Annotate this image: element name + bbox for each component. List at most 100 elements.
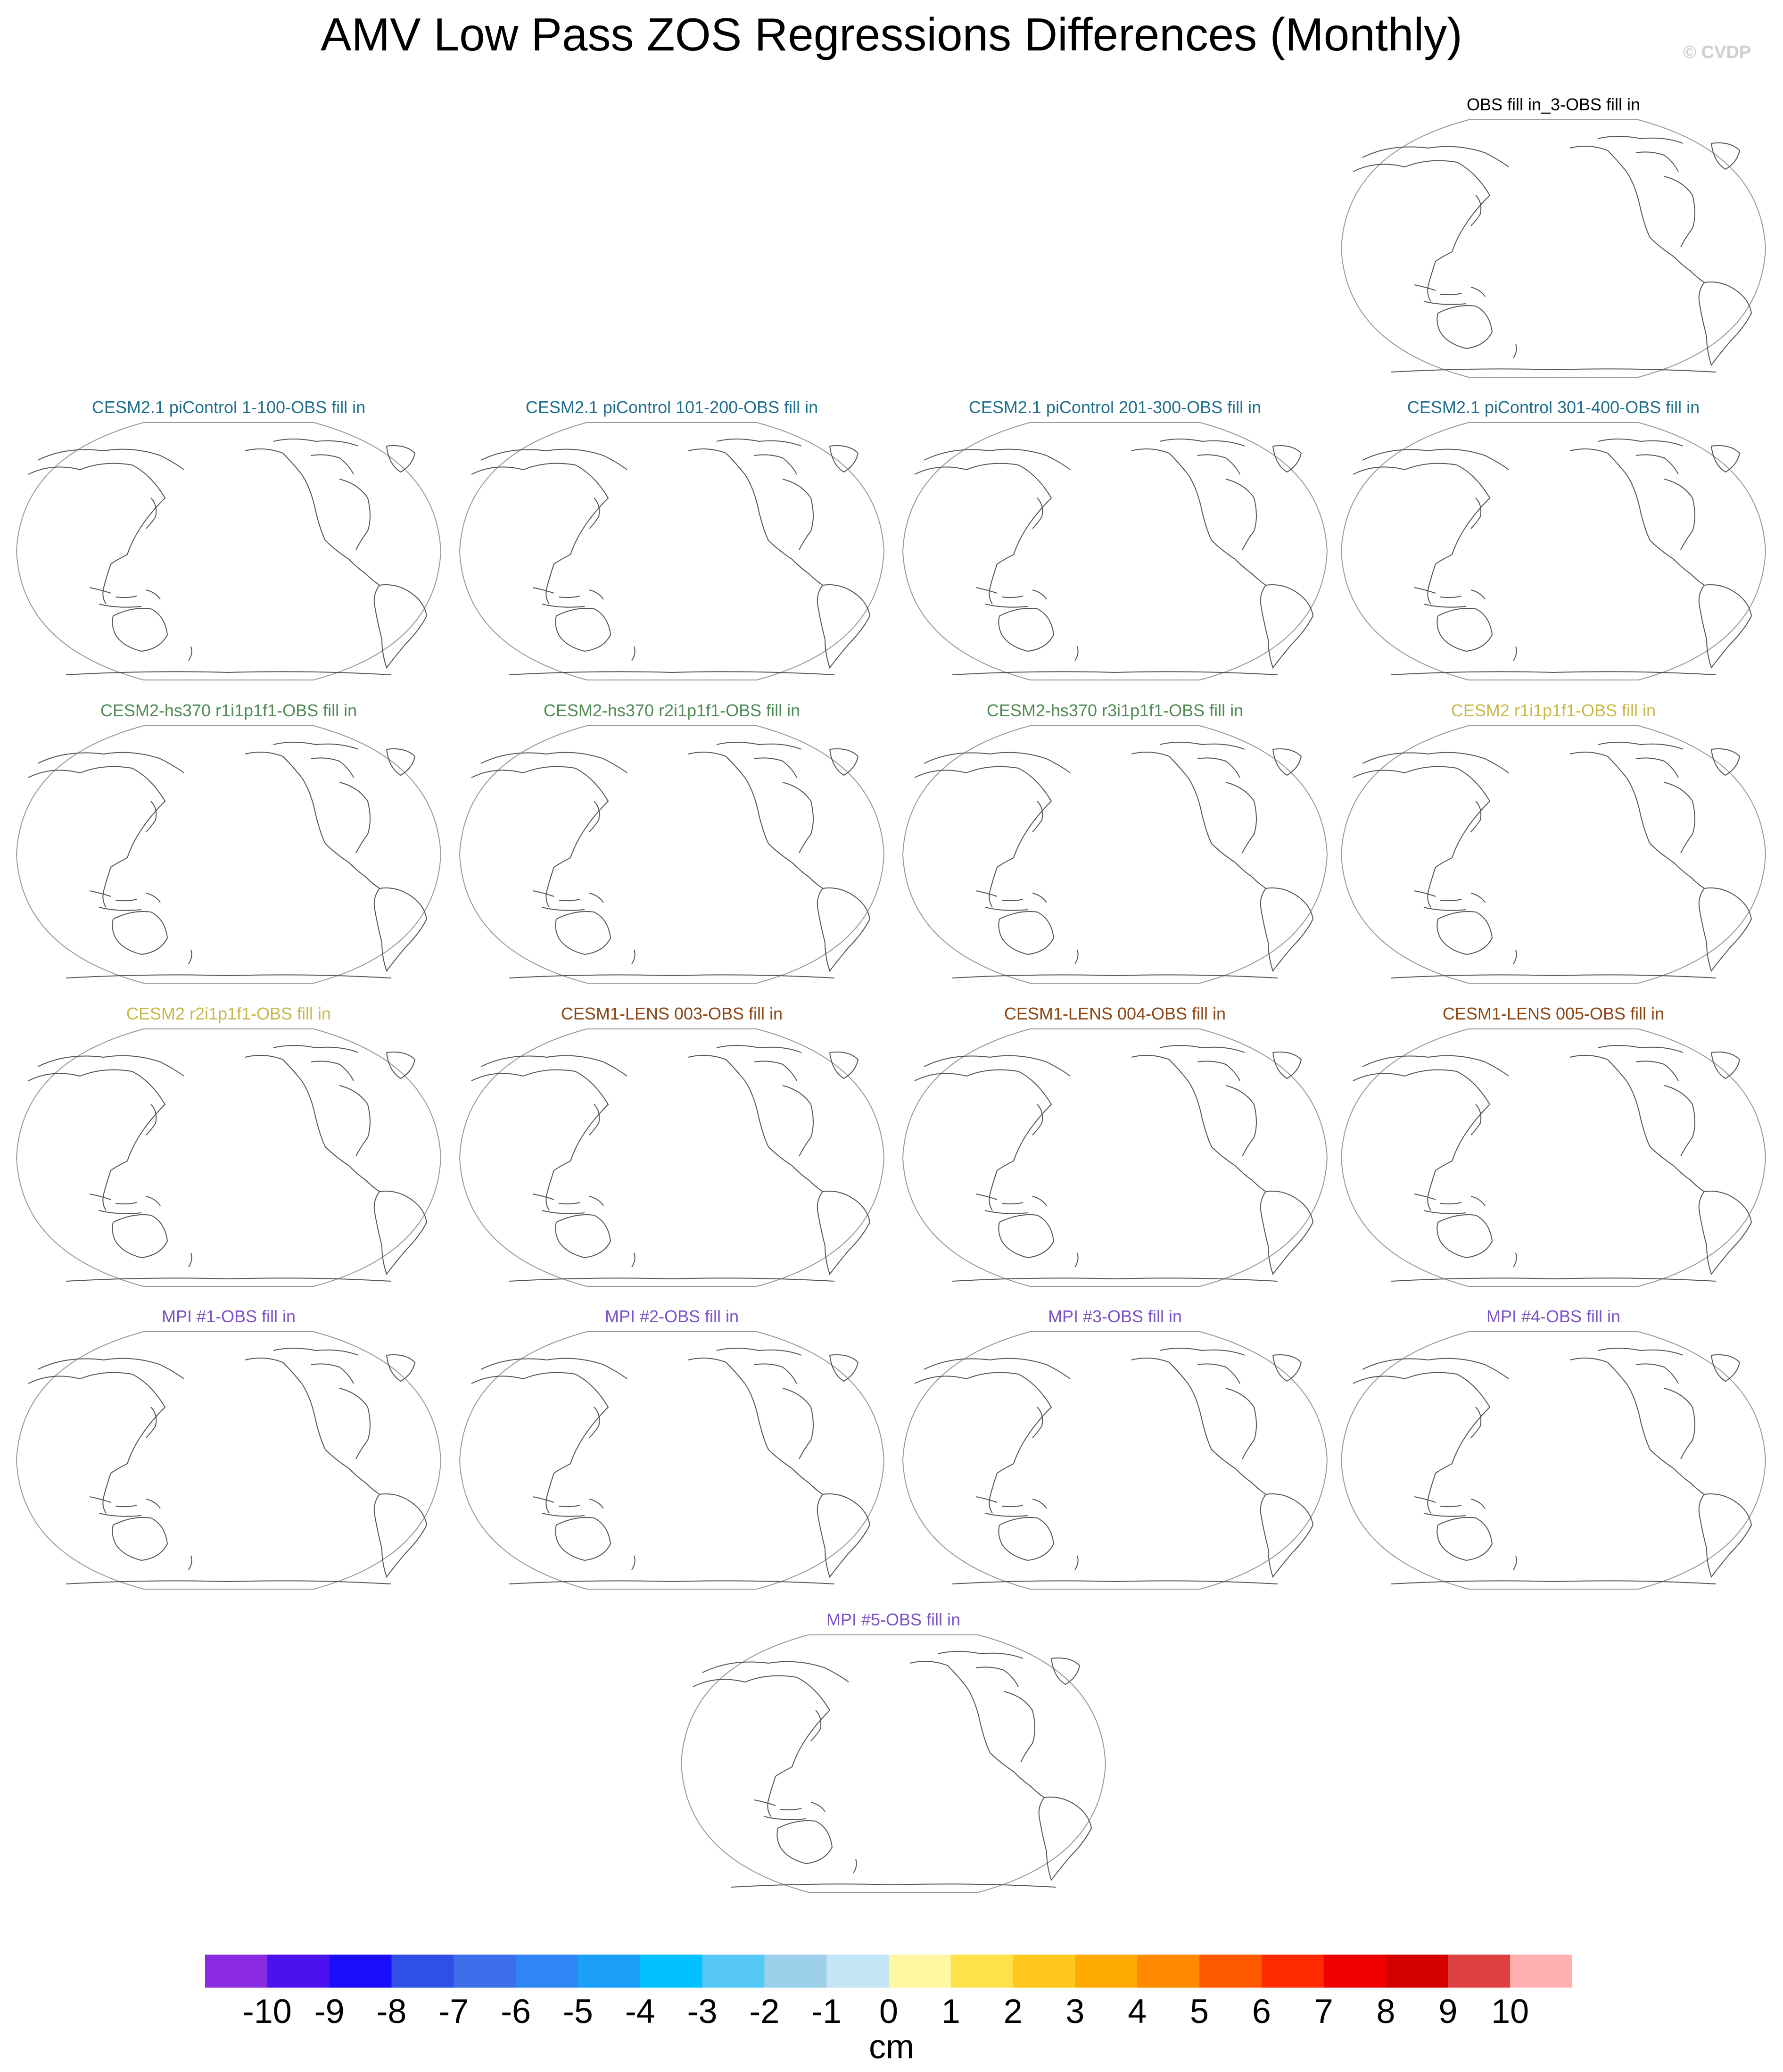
world-map-icon — [16, 422, 442, 680]
panel-title: MPI #1-OBS fill in — [161, 1307, 296, 1326]
colorbar-swatch — [454, 1955, 516, 1988]
colorbar-tick-label: 5 — [1190, 1993, 1209, 2031]
colorbar-tick-label: -6 — [501, 1993, 531, 2031]
panel-title: MPI #5-OBS fill in — [826, 1610, 961, 1629]
panel-title: MPI #4-OBS fill in — [1486, 1307, 1621, 1326]
colorbar-tick-label: -9 — [314, 1993, 345, 2031]
world-map-icon — [459, 1028, 885, 1287]
map-panel: CESM2 r2i1p1f1-OBS fill in — [9, 1003, 448, 1291]
panel-title: CESM1-LENS 004-OBS fill in — [1004, 1004, 1226, 1023]
colorbar-swatch — [516, 1955, 578, 1988]
world-map-icon — [1340, 119, 1766, 378]
map-panel: CESM1-LENS 004-OBS fill in — [896, 1003, 1334, 1291]
colorbar-tick-label: 6 — [1252, 1993, 1271, 2031]
colorbar-swatch — [950, 1955, 1014, 1988]
figure-title: AMV Low Pass ZOS Regressions Differences… — [321, 8, 1462, 60]
colorbar-tick-label: 2 — [1003, 1993, 1023, 2031]
colorbar-tick-label: 0 — [879, 1993, 899, 2031]
world-map-icon — [459, 725, 885, 984]
panel-title: CESM1-LENS 005-OBS fill in — [1442, 1004, 1665, 1023]
map-panel: CESM2-hs370 r2i1p1f1-OBS fill in — [453, 700, 891, 988]
colorbar-tick-label: -1 — [811, 1993, 842, 2031]
colorbar-tick-label: 1 — [941, 1993, 960, 2031]
map-panel: MPI #4-OBS fill in — [1334, 1306, 1773, 1594]
map-panel: CESM2-hs370 r1i1p1f1-OBS fill in — [9, 700, 448, 988]
colorbar-units: cm — [869, 2028, 914, 2066]
colorbar-tick-label: -10 — [242, 1993, 292, 2031]
panel-title: CESM2-hs370 r2i1p1f1-OBS fill in — [543, 701, 801, 720]
map-panel: MPI #1-OBS fill in — [9, 1306, 448, 1594]
panel-title: CESM2-hs370 r3i1p1f1-OBS fill in — [986, 701, 1244, 720]
colorbar-swatch — [267, 1955, 330, 1988]
colorbar-swatch — [1075, 1955, 1138, 1988]
map-panel: CESM2.1 piControl 101-200-OBS fill in — [453, 397, 891, 685]
colorbar-tick-label: 8 — [1376, 1993, 1395, 2031]
panel-title: OBS fill in_3-OBS fill in — [1466, 95, 1641, 114]
colorbar-tick-label: 9 — [1438, 1993, 1458, 2031]
colorbar — [205, 1955, 1572, 1988]
panel-title: CESM2.1 piControl 301-400-OBS fill in — [1407, 398, 1700, 417]
world-map-icon — [16, 1331, 442, 1590]
world-map-icon — [459, 422, 885, 680]
map-panel: CESM2.1 piControl 301-400-OBS fill in — [1334, 397, 1773, 685]
world-map-icon — [16, 1028, 442, 1287]
world-map-icon — [902, 422, 1328, 680]
colorbar-tick-label: 7 — [1314, 1993, 1333, 2031]
colorbar-swatch — [1448, 1955, 1511, 1988]
map-panel: CESM2.1 piControl 201-300-OBS fill in — [896, 397, 1334, 685]
colorbar-swatch — [1510, 1955, 1572, 1988]
world-map-icon — [1340, 1028, 1766, 1287]
panel-title: CESM2 r2i1p1f1-OBS fill in — [126, 1004, 331, 1023]
colorbar-tick-label: 4 — [1128, 1993, 1147, 2031]
map-panel: CESM2-hs370 r3i1p1f1-OBS fill in — [896, 700, 1334, 988]
map-panel: MPI #3-OBS fill in — [896, 1306, 1334, 1594]
panel-title: MPI #2-OBS fill in — [604, 1307, 739, 1326]
colorbar-swatch — [329, 1955, 392, 1988]
panel-title: CESM2.1 piControl 1-100-OBS fill in — [91, 398, 366, 417]
panel-title: MPI #3-OBS fill in — [1048, 1307, 1182, 1326]
colorbar-tick-label: -7 — [438, 1993, 469, 2031]
world-map-icon — [1340, 725, 1766, 984]
colorbar-swatch — [1199, 1955, 1262, 1988]
colorbar-swatch — [1137, 1955, 1200, 1988]
colorbar-swatch — [578, 1955, 641, 1988]
colorbar-tick-label: -3 — [687, 1993, 718, 2031]
colorbar-swatch — [391, 1955, 454, 1988]
colorbar-swatch — [889, 1955, 951, 1988]
map-panel: CESM2.1 piControl 1-100-OBS fill in — [9, 397, 448, 685]
panel-title: CESM2.1 piControl 101-200-OBS fill in — [525, 398, 818, 417]
colorbar-swatch — [702, 1955, 765, 1988]
world-map-icon — [902, 725, 1328, 984]
colorbar-tick-label: -5 — [562, 1993, 593, 2031]
colorbar-tick-label: 10 — [1491, 1993, 1529, 2031]
colorbar-tick-label: -2 — [749, 1993, 780, 2031]
colorbar-swatch — [1261, 1955, 1324, 1988]
colorbar-tick-label: -8 — [376, 1993, 407, 2031]
colorbar-swatch — [1386, 1955, 1448, 1988]
map-panel: CESM1-LENS 003-OBS fill in — [453, 1003, 891, 1291]
panel-title: CESM2-hs370 r1i1p1f1-OBS fill in — [100, 701, 357, 720]
panel-title: CESM2 r1i1p1f1-OBS fill in — [1451, 701, 1656, 720]
map-panel: CESM1-LENS 005-OBS fill in — [1334, 1003, 1773, 1291]
world-map-icon — [680, 1634, 1106, 1893]
map-panel: CESM2 r1i1p1f1-OBS fill in — [1334, 700, 1773, 988]
colorbar-swatch — [1323, 1955, 1387, 1988]
colorbar-swatch — [764, 1955, 827, 1988]
colorbar-swatch — [205, 1955, 268, 1988]
watermark: © CVDP — [1683, 42, 1751, 62]
colorbar-swatch — [640, 1955, 703, 1988]
world-map-icon — [902, 1331, 1328, 1590]
colorbar-tick-label: -4 — [625, 1993, 655, 2031]
colorbar-tick-label: 3 — [1065, 1993, 1085, 2031]
world-map-icon — [1340, 1331, 1766, 1590]
map-panel: OBS fill in_3-OBS fill in — [1334, 94, 1773, 382]
colorbar-swatch — [1013, 1955, 1075, 1988]
colorbar-swatch — [826, 1955, 889, 1988]
world-map-icon — [902, 1028, 1328, 1287]
world-map-icon — [459, 1331, 885, 1590]
map-panel: MPI #5-OBS fill in — [674, 1609, 1113, 1897]
world-map-icon — [1340, 422, 1766, 680]
panel-title: CESM1-LENS 003-OBS fill in — [561, 1004, 783, 1023]
map-panel: MPI #2-OBS fill in — [453, 1306, 891, 1594]
panel-title: CESM2.1 piControl 201-300-OBS fill in — [968, 398, 1262, 417]
